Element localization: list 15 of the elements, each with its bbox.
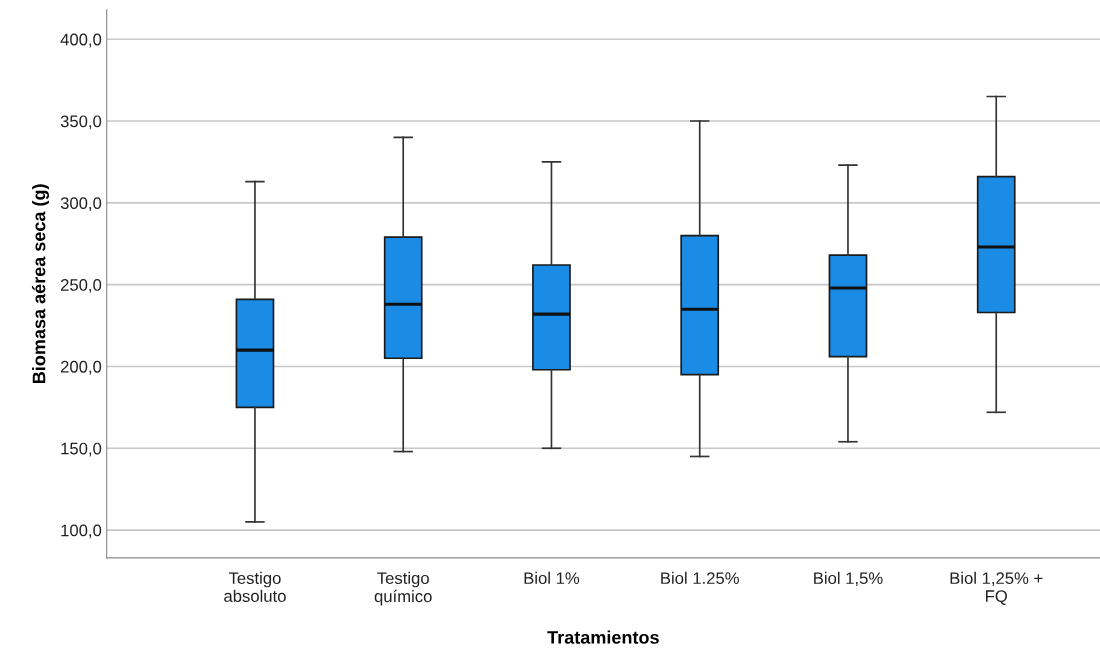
- y-tick-label: 150,0: [61, 442, 102, 457]
- x-tick-label: Testigo químico: [374, 571, 432, 606]
- y-tick-label: 400,0: [60, 33, 102, 48]
- x-tick-label: Biol 1,5%: [814, 571, 883, 587]
- y-axis-title: Biomasa aérea seca (g): [31, 184, 50, 383]
- y-tick-label: 300,0: [60, 197, 102, 212]
- x-axis-title: Tratamientos: [547, 630, 659, 644]
- x-tick-label: Testigo absoluto: [224, 571, 286, 602]
- x-tick-label: Biol 1,25% + FQ: [950, 571, 1043, 605]
- x-tick-label: Biol 1%: [524, 571, 580, 585]
- y-tick-label: 350,0: [60, 115, 102, 130]
- x-tick-label: Biol 1.25%: [661, 571, 739, 585]
- y-tick-label: 250,0: [60, 279, 102, 293]
- y-tick-label: 200,0: [60, 360, 102, 375]
- y-tick-label: 100,0: [61, 524, 102, 539]
